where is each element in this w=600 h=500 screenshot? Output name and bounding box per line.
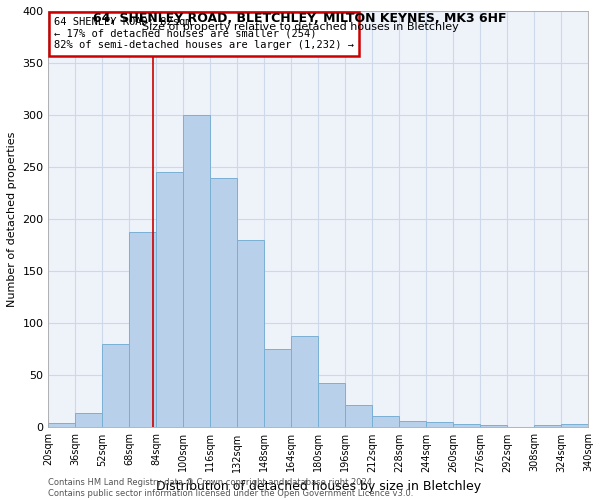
Bar bbox=[426, 422, 453, 428]
Bar bbox=[184, 115, 211, 428]
Bar bbox=[318, 382, 345, 428]
Bar bbox=[534, 426, 561, 428]
Bar bbox=[561, 424, 588, 428]
Text: Contains HM Land Registry data © Crown copyright and database right 2024.
Contai: Contains HM Land Registry data © Crown c… bbox=[48, 478, 413, 498]
Bar bbox=[76, 413, 103, 428]
Bar bbox=[265, 350, 291, 428]
X-axis label: Distribution of detached houses by size in Bletchley: Distribution of detached houses by size … bbox=[156, 480, 481, 493]
Text: 64, SHENLEY ROAD, BLETCHLEY, MILTON KEYNES, MK3 6HF: 64, SHENLEY ROAD, BLETCHLEY, MILTON KEYN… bbox=[93, 12, 507, 26]
Bar bbox=[372, 416, 399, 428]
Bar bbox=[157, 172, 184, 428]
Bar bbox=[238, 240, 265, 428]
Bar bbox=[291, 336, 318, 428]
Y-axis label: Number of detached properties: Number of detached properties bbox=[7, 132, 17, 307]
Text: 64 SHENLEY ROAD: 82sqm
← 17% of detached houses are smaller (254)
82% of semi-de: 64 SHENLEY ROAD: 82sqm ← 17% of detached… bbox=[54, 17, 354, 50]
Bar bbox=[130, 232, 157, 428]
Bar bbox=[103, 344, 130, 428]
Bar bbox=[211, 178, 238, 428]
Text: Size of property relative to detached houses in Bletchley: Size of property relative to detached ho… bbox=[142, 22, 458, 32]
Bar bbox=[345, 404, 372, 427]
Bar bbox=[480, 426, 507, 428]
Bar bbox=[49, 424, 76, 428]
Bar bbox=[399, 421, 426, 428]
Bar bbox=[453, 424, 480, 428]
